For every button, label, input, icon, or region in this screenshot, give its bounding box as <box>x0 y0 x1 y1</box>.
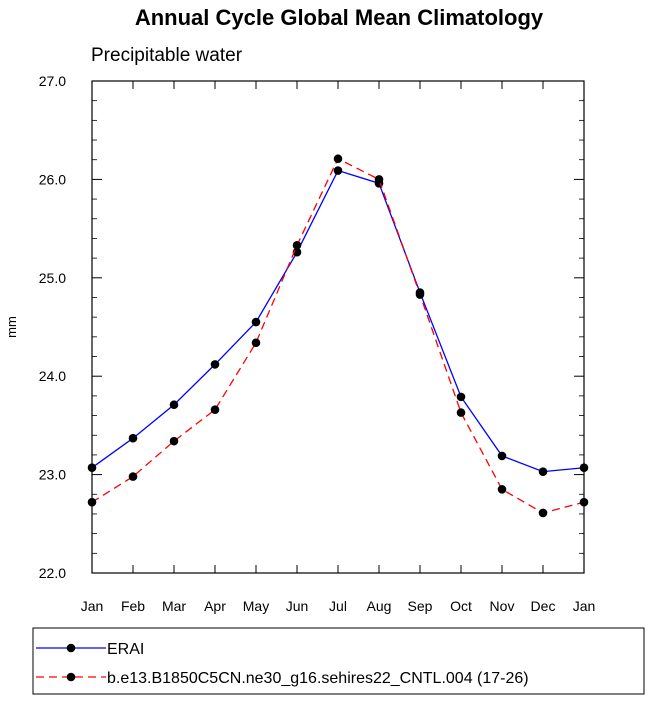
legend-marker-0 <box>66 643 76 653</box>
chart-title: Annual Cycle Global Mean Climatology <box>135 5 544 30</box>
x-tick-label: Nov <box>490 598 515 614</box>
series-0-point <box>210 360 220 369</box>
y-tick-label: 26.0 <box>39 171 66 187</box>
legend-box <box>32 627 645 695</box>
series-1-point <box>292 241 302 250</box>
legend-marker-1 <box>66 672 76 682</box>
series-1-point <box>169 436 179 446</box>
legend: ERAI b.e13.B1850C5CN.ne30_g16.sehires22_C… <box>32 627 645 695</box>
y-axis-label: mm <box>4 316 19 338</box>
series-1-point <box>538 508 548 518</box>
x-tick-label: Feb <box>121 598 145 614</box>
x-tick-label: Mar <box>162 598 186 614</box>
series-line-1 <box>91 157 585 514</box>
series-line-0 <box>91 169 585 473</box>
x-tick-label: Jul <box>329 598 347 614</box>
x-tick-label: Oct <box>450 598 472 614</box>
plot-frame <box>91 80 585 574</box>
series-1-point <box>128 472 138 481</box>
series-0-point <box>128 433 138 443</box>
series-1-point <box>251 338 261 348</box>
series-1-point <box>456 408 466 417</box>
y-tick-label: 27.0 <box>39 73 66 89</box>
legend-items: ERAI b.e13.B1850C5CN.ne30_g16.sehires22_C… <box>36 641 529 687</box>
series-0-point <box>292 247 302 257</box>
series-1-point <box>415 290 425 299</box>
chart-subtitle: Precipitable water <box>91 45 243 66</box>
series-1-point <box>374 175 384 184</box>
series-0-point <box>456 392 466 402</box>
series-0-point <box>538 467 548 476</box>
x-tick-label: Apr <box>204 598 226 614</box>
y-tick-label: 25.0 <box>39 270 66 286</box>
series-1-point <box>333 154 343 164</box>
y-tick-label: 23.0 <box>39 467 66 483</box>
x-tick-label: Jan <box>573 598 596 614</box>
y-tick-label: 24.0 <box>39 368 66 384</box>
x-tick-label: Jan <box>81 598 104 614</box>
x-tick-label: Aug <box>367 598 392 614</box>
x-tick-label: Sep <box>408 598 433 614</box>
series-0-point <box>497 451 507 461</box>
series-layer <box>87 154 589 518</box>
y-tick-label: 22.0 <box>39 565 66 581</box>
legend-label-1: b.e13.B1850C5CN.ne30_g16.sehires22_CNTL.… <box>107 670 529 687</box>
x-tick-label: May <box>243 598 269 614</box>
x-tick-label: Dec <box>531 598 556 614</box>
series-1-point <box>210 405 220 414</box>
series-0-point <box>251 317 261 327</box>
legend-label-0: ERAI <box>107 641 144 658</box>
x-tick-label: Jun <box>286 598 309 614</box>
series-1-point <box>497 485 507 494</box>
series-0-point <box>169 400 179 410</box>
axis-ticks: Jan Feb Mar Apr May Jun Jul Aug Sep Oct Nov Dec Jan 2… <box>39 73 596 614</box>
series-0-point <box>333 166 343 175</box>
